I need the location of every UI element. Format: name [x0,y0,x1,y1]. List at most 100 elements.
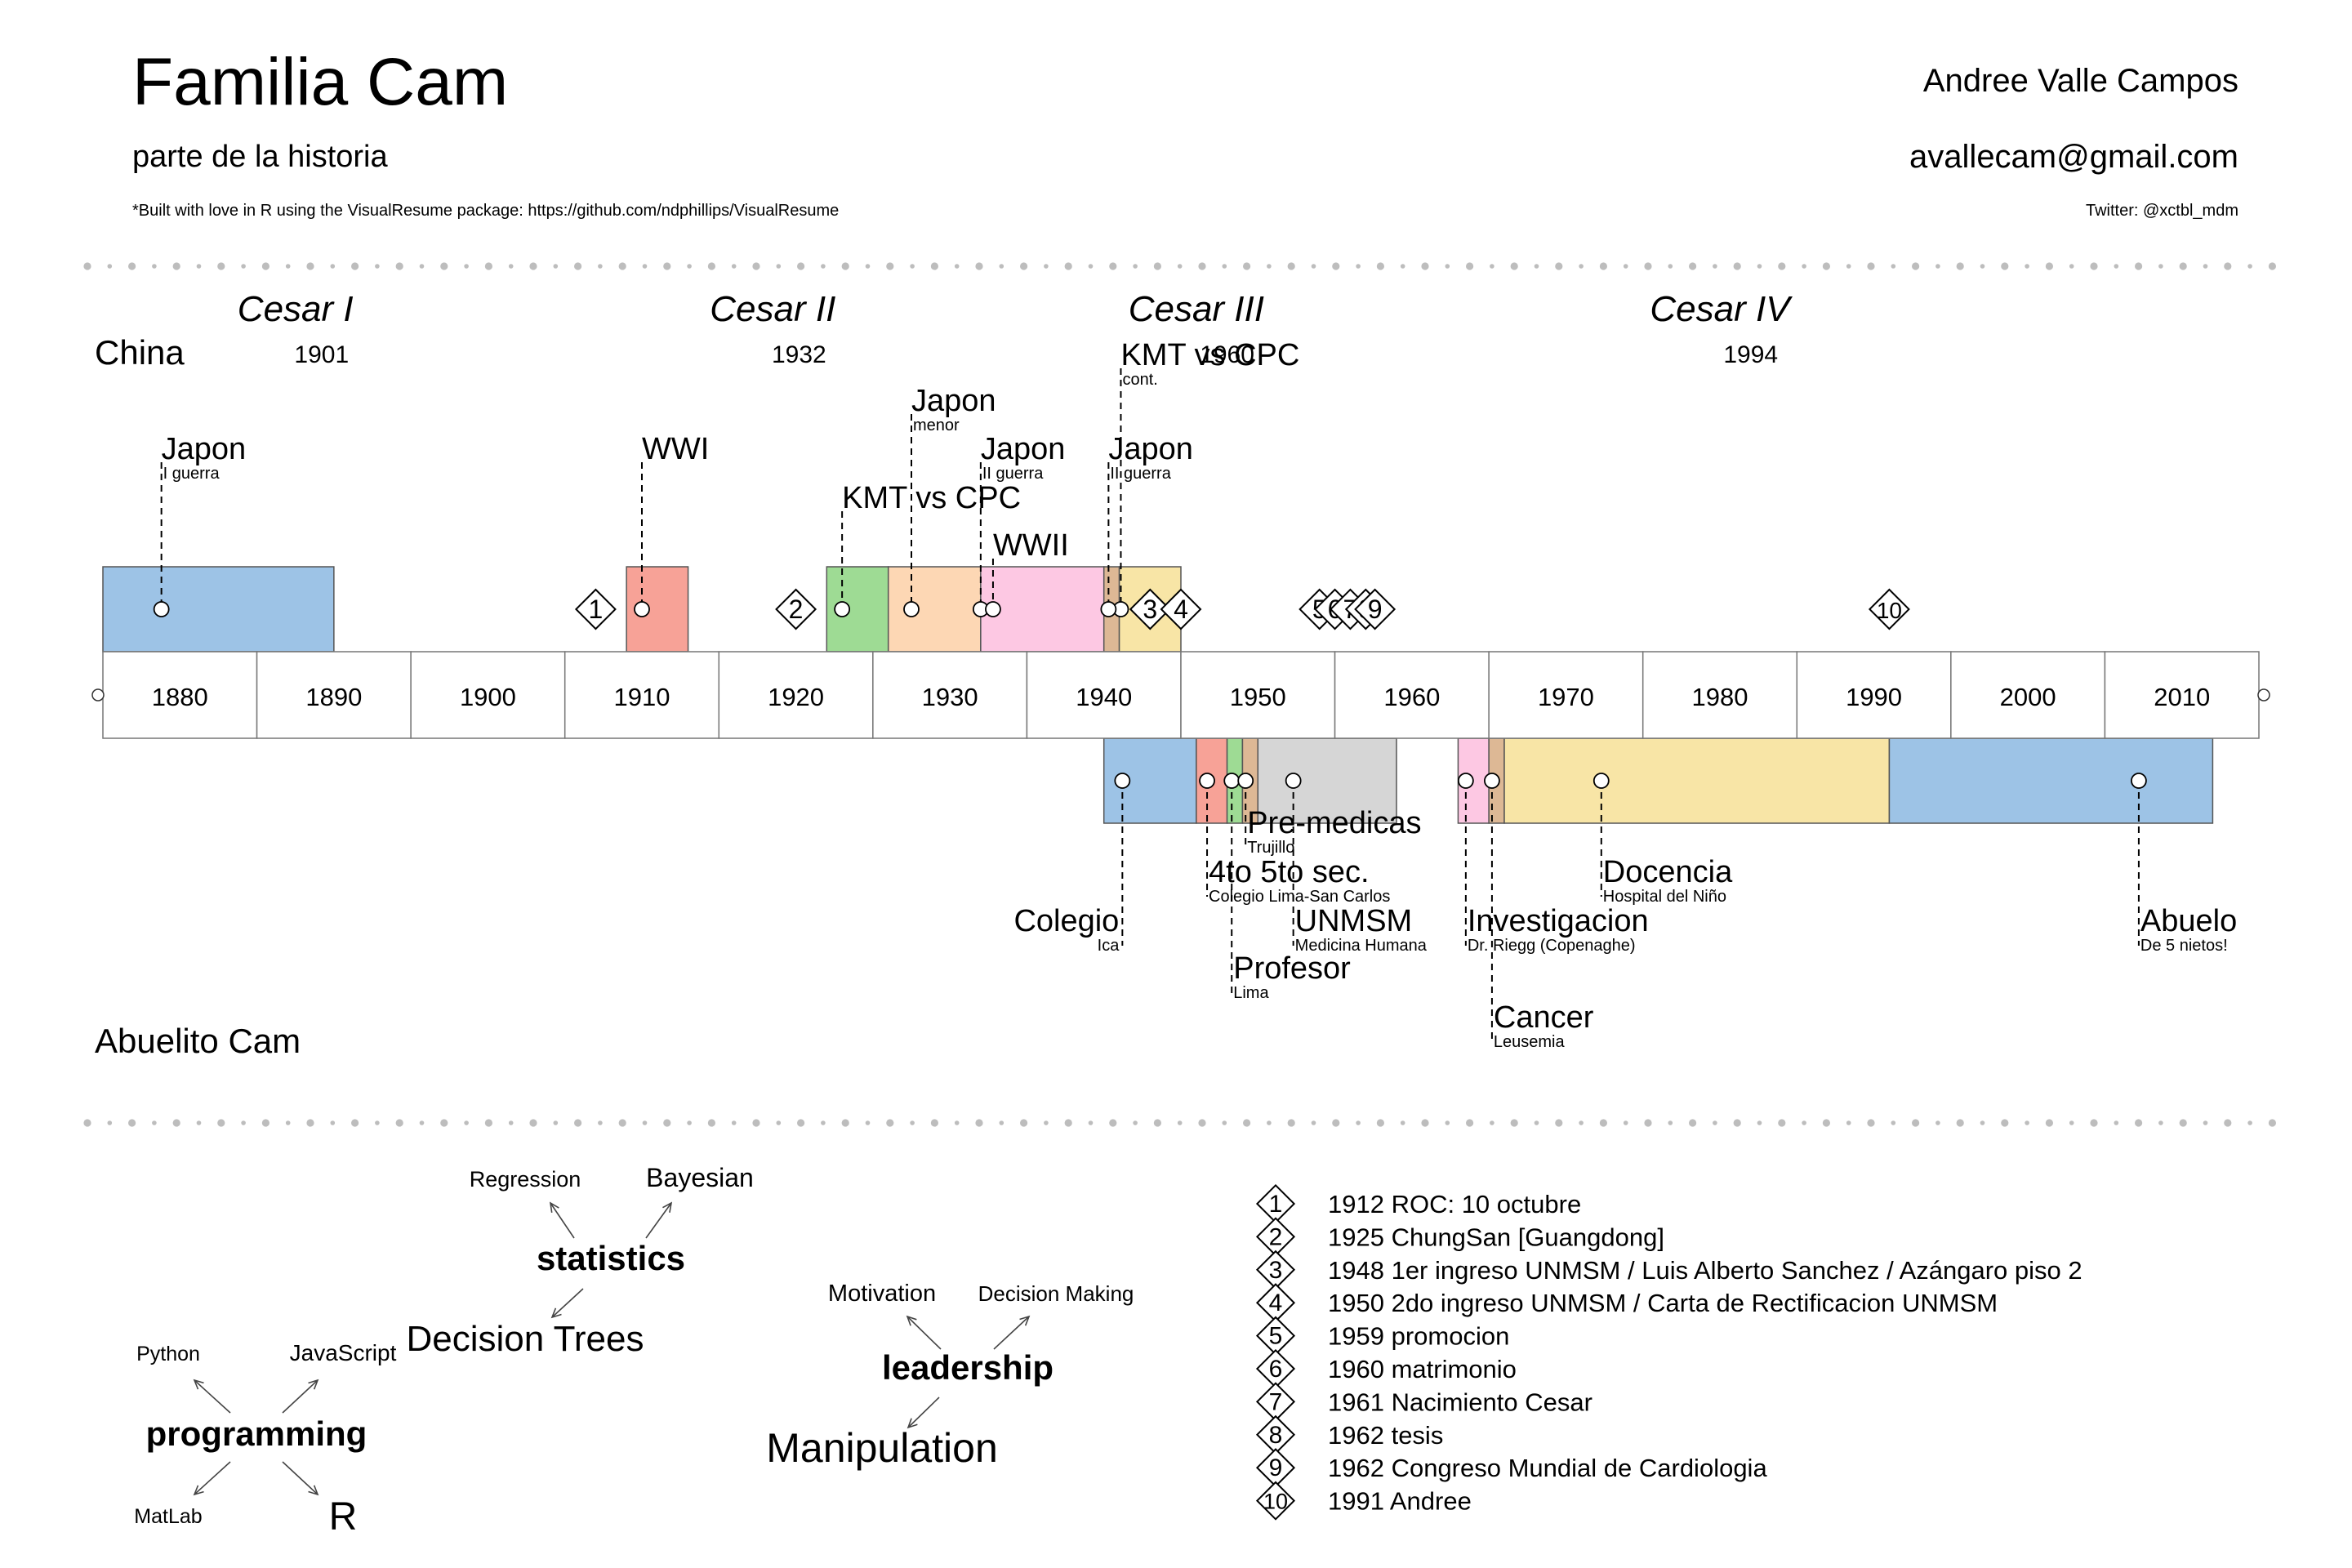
separator-dot [1867,1119,1875,1127]
bottom-event-title: Investigacion [1468,904,1649,938]
separator-dot [1267,264,1272,269]
separator-dot [1555,1119,1563,1127]
skill-main-label: statistics [537,1239,685,1277]
separator-dot [2090,1119,2098,1127]
axis-tick-box [1334,651,1490,739]
event-point [1237,773,1254,789]
separator-dot [419,1120,425,1125]
separator-dot [351,1119,359,1127]
bottom-bar [1503,737,1891,824]
separator-dot [1891,264,1896,269]
separator-dot [975,1119,983,1127]
separator-dot [1713,1120,1717,1125]
separator-dot [1668,264,1673,269]
separator-dot [2247,264,2252,269]
bottom-event-title: 4to 5to sec. [1209,855,1369,889]
separator-dot [1198,262,1206,270]
legend-diamond [1255,1481,1296,1521]
separator-dot [351,262,359,270]
separator-dot [285,264,291,269]
separator-dot [1644,262,1652,270]
separator-dot [707,1119,716,1127]
top-event-subtitle: II guerra [1110,465,1171,483]
axis-tick-box [102,651,258,739]
top-event-subtitle: II guerra [982,465,1044,483]
separator-dot [642,264,648,269]
skill-arrow [282,1379,318,1414]
top-event-title: Japon [162,432,247,466]
separator-dot [1198,1119,1206,1127]
separator-dot [797,1119,805,1127]
separator-dot [1177,264,1183,269]
skill-sub-label: Manipulation [766,1425,998,1471]
separator-dot [1713,264,1717,269]
skill-arrow-head [906,1315,917,1326]
separator-dot [1956,1119,1964,1127]
separator-dot [1243,1119,1251,1127]
separator-dot [1466,262,1474,270]
skill-main-label: leadership [882,1348,1054,1387]
event-point [1199,773,1215,789]
generation-year: 1932 [772,341,826,368]
separator-dot [1088,1120,1094,1125]
separator-dot [330,264,336,269]
separator-dot [930,1119,938,1127]
separator-dot [2203,264,2208,269]
skill-sub-label: Motivation [828,1281,936,1307]
bottom-event-subtitle: Leusemia [1494,1033,1566,1051]
separator-dot [1599,1119,1607,1127]
separator-dot [306,1119,314,1127]
separator-dot [2114,1120,2119,1125]
legend-text: 1912 ROC: 10 octubre [1328,1190,1581,1218]
axis-tick-box [872,651,1028,739]
skill-main-label: programming [146,1414,368,1453]
separator-dot [1912,262,1920,270]
separator-dot [687,1120,692,1125]
legend-number: 10 [1263,1490,1288,1514]
generation-year: 1960 [1200,341,1254,368]
milestone-number: 3 [1143,595,1157,624]
generation-name: Cesar I [238,289,354,329]
separator-dot [1490,1120,1494,1125]
legend-number: 9 [1269,1454,1283,1481]
separator-dot [1936,1120,1940,1125]
milestone-diamond [1160,588,1202,630]
separator-dot [2069,264,2074,269]
top-event-title: WWI [642,432,709,466]
skill-arrow [551,1288,584,1318]
separator-dot [1980,1120,1985,1125]
separator-dot [1356,264,1361,269]
separator-dot [841,262,849,270]
separator-dot [1376,1119,1384,1127]
milestone-diamond [775,588,817,630]
separator-dot [1311,1120,1316,1125]
separator-dot [261,1119,270,1127]
legend-text: 1961 Nacimiento Cesar [1328,1388,1592,1416]
credit-note: *Built with love in R using the VisualRe… [132,202,839,220]
separator-dot [217,262,225,270]
separator-dot [2203,1120,2208,1125]
separator-dot [2069,1120,2074,1125]
skill-sub-label: R [329,1495,358,1539]
axis-tick-box [256,651,412,739]
separator-dot [1421,262,1429,270]
separator-bottom [83,1119,2276,1127]
bottom-event-subtitle: Medicina Humana [1295,937,1428,955]
separator-dot [1510,1119,1518,1127]
separator-dot [152,264,157,269]
separator-dot [1109,1119,1117,1127]
axis-tick-box [410,651,566,739]
legend-text: 1960 matrimonio [1328,1355,1517,1383]
separator-dot [1644,1119,1652,1127]
separator-dot [1733,1119,1741,1127]
separator-dot [107,264,113,269]
separator-dot [1846,264,1851,269]
separator-dot [1757,1120,1762,1125]
separator-dot [2045,1119,2053,1127]
skill-arrow [194,1379,231,1414]
separator-dot [241,1120,246,1125]
separator-dot [574,262,582,270]
legend-diamond [1255,1183,1296,1224]
top-event-subtitle: I guerra [163,465,220,483]
